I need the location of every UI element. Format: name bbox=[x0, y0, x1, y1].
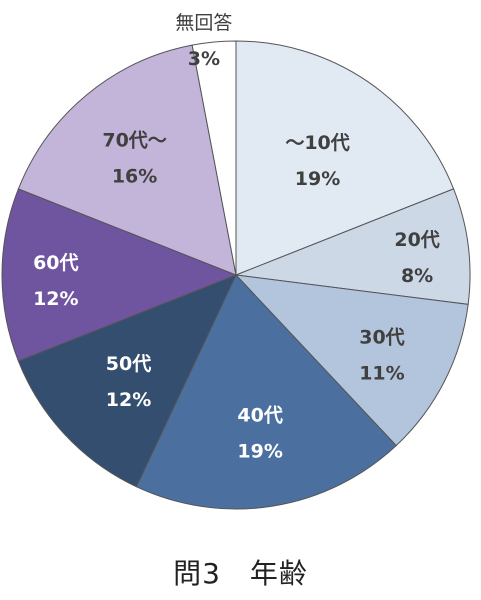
pie-slice-6 bbox=[1, 188, 238, 362]
slice-value-4: 19% bbox=[237, 441, 282, 463]
slice-label-6: 60代 bbox=[33, 252, 78, 274]
slice-label-4: 40代 bbox=[237, 405, 282, 427]
chart-title: 問3 年齢 bbox=[173, 557, 308, 590]
slice-label-2: 20代 bbox=[394, 229, 439, 251]
pie-slice-8 bbox=[191, 40, 237, 276]
pie-slice-5 bbox=[17, 274, 237, 488]
slice-label-3: 30代 bbox=[359, 326, 404, 348]
slice-value-1: 19% bbox=[295, 168, 340, 190]
slice-value-7: 16% bbox=[112, 165, 157, 187]
slice-label-1: ～10代 bbox=[285, 132, 349, 154]
pie-slice-3 bbox=[234, 274, 469, 447]
slice-label-8: 無回答 bbox=[175, 12, 232, 34]
slice-label-7: 70代～ bbox=[102, 129, 166, 151]
pie-chart-svg: ～10代 19% 20代 8% 30代 11% 40代 19% 50代 12% 60代 12% 70代～… bbox=[1, 12, 471, 510]
slice-value-5: 12% bbox=[106, 389, 151, 411]
pie-slice-1 bbox=[235, 40, 455, 276]
pie-slice-2 bbox=[235, 188, 471, 305]
slice-value-8: 3% bbox=[188, 48, 220, 70]
pie-slice-4 bbox=[135, 274, 397, 510]
slice-value-2: 8% bbox=[401, 265, 433, 287]
slice-label-5: 50代 bbox=[106, 353, 151, 375]
slice-value-3: 11% bbox=[359, 362, 404, 384]
pie-slice-7 bbox=[17, 44, 237, 276]
slice-value-6: 12% bbox=[33, 288, 78, 310]
